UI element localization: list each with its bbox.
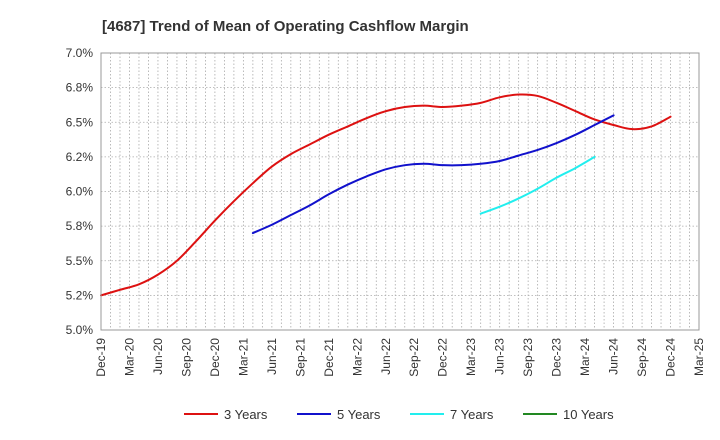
x-tick-label: Mar-21 [236,338,250,376]
x-tick-label: Jun-20 [151,338,165,375]
legend-label: 7 Years [450,407,494,422]
legend-label: 10 Years [563,407,614,422]
x-tick-label: Dec-23 [550,338,564,377]
y-tick-label: 6.2% [66,150,94,164]
y-tick-label: 6.0% [66,185,94,199]
legend-label: 3 Years [224,407,268,422]
x-tick-label: Dec-20 [208,338,222,377]
x-tick-label: Jun-23 [493,338,507,375]
x-tick-label: Mar-22 [350,338,364,376]
x-tick-label: Mar-24 [578,338,592,376]
x-tick-label: Sep-24 [635,338,649,377]
x-tick-label: Sep-20 [179,338,193,377]
x-tick-label: Sep-21 [293,338,307,377]
y-tick-label: 5.5% [66,254,94,268]
x-tick-label: Jun-22 [379,338,393,375]
series-lines [100,93,672,297]
y-tick-label: 6.5% [66,115,94,129]
y-tick-label: 5.2% [66,288,94,302]
y-tick-label: 7.0% [66,46,94,60]
x-tick-label: Sep-23 [521,338,535,377]
x-tick-label: Mar-20 [122,338,136,376]
legend: 3 Years 5 Years 7 Years 10 Years [184,407,614,422]
series-line [251,114,615,235]
series-line [479,155,596,215]
x-axis-ticks: Dec-19 Mar-20 Jun-20 Sep-20 Dec-20 Mar-21 Jun-… [94,338,706,377]
x-tick-label: Dec-24 [664,338,678,377]
chart-title: [4687] Trend of Mean of Operating Cashfl… [102,18,469,35]
x-tick-label: Jun-21 [265,338,279,375]
x-tick-label: Dec-21 [322,338,336,377]
x-tick-label: Mar-23 [464,338,478,376]
y-axis-ticks: 5.0% 5.2% 5.5% 5.8% 6.0% 6.2% 6.5% 6.8% 7.0% [66,46,94,337]
plot-border [100,52,700,331]
x-tick-label: Dec-19 [94,338,108,377]
y-tick-label: 6.8% [66,81,94,95]
legend-label: 5 Years [337,407,381,422]
series-line [100,93,672,297]
x-tick-label: Sep-22 [407,338,421,377]
grid-lines [101,53,699,330]
x-tick-label: Dec-22 [436,338,450,377]
x-tick-label: Mar-25 [692,338,706,376]
y-tick-label: 5.0% [66,323,94,337]
y-tick-label: 5.8% [66,219,94,233]
x-tick-label: Jun-24 [607,338,621,375]
